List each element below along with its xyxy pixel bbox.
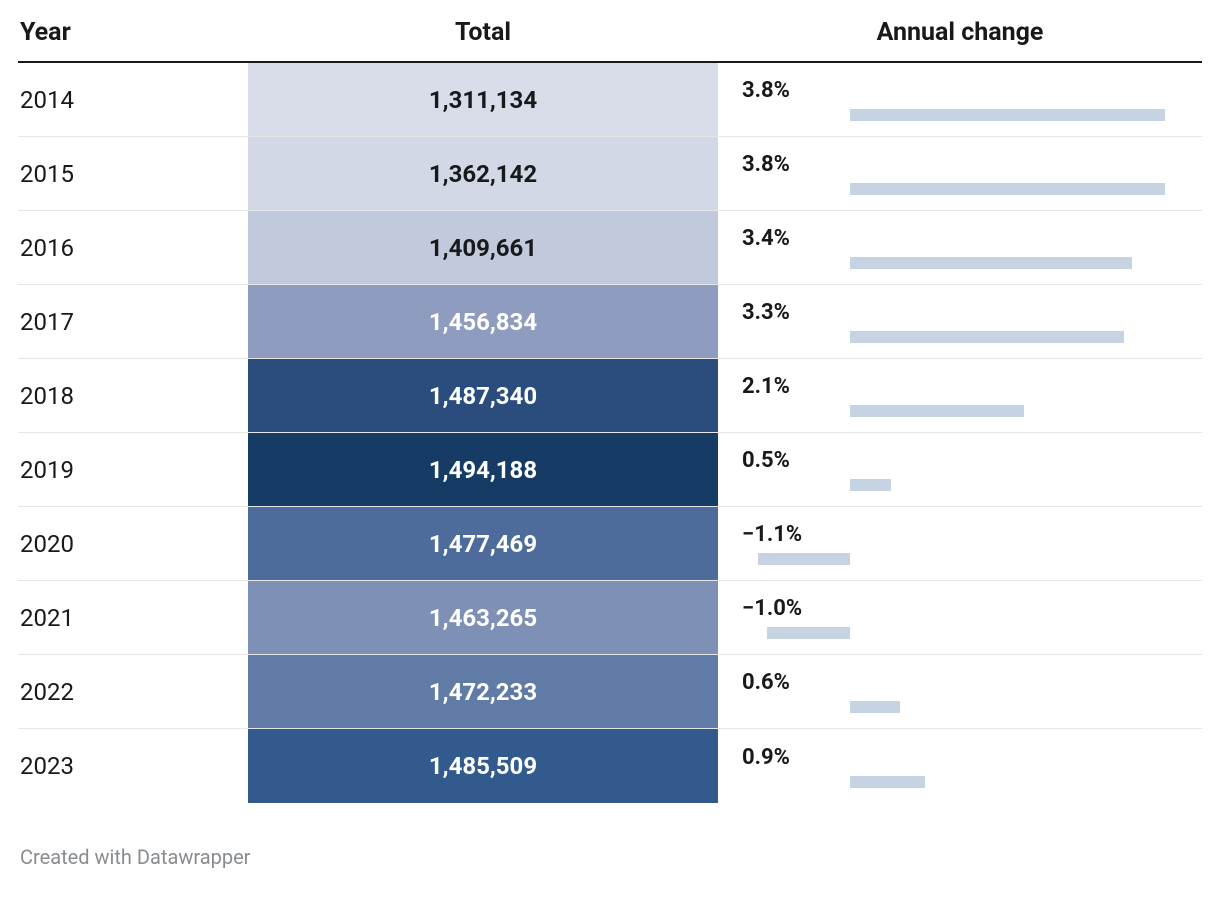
table-row: 20171,456,834 3.3% [18, 285, 1202, 359]
change-label: −1.0% [742, 596, 1202, 621]
cell-total: 1,409,661 [248, 211, 718, 284]
cell-total: 1,362,142 [248, 137, 718, 210]
table-row: 20141,311,134 3.8% [18, 63, 1202, 137]
table-row: 20181,487,340 2.1% [18, 359, 1202, 433]
table-row: 20191,494,188 0.5% [18, 433, 1202, 507]
data-table: Year Total Annual change 20141,311,134 3.… [18, 18, 1202, 803]
cell-year: 2017 [18, 285, 248, 358]
cell-annual-change: 3.3% [718, 285, 1202, 358]
cell-annual-change: 3.8% [718, 63, 1202, 136]
cell-year: 2020 [18, 507, 248, 580]
change-bar-track [742, 331, 1182, 343]
cell-annual-change: 0.9% [718, 729, 1202, 803]
change-bar-track [742, 553, 1182, 565]
change-label: 0.9% [742, 745, 1202, 770]
change-bar-fill [850, 257, 1132, 269]
table-header-row: Year Total Annual change [18, 18, 1202, 63]
change-bar-fill [850, 183, 1165, 195]
cell-annual-change: 2.1% [718, 359, 1202, 432]
attribution-footer: Created with Datawrapper [18, 845, 1202, 869]
cell-total: 1,311,134 [248, 63, 718, 136]
table-row: 20221,472,233 0.6% [18, 655, 1202, 729]
cell-total: 1,463,265 [248, 581, 718, 654]
change-bar-track [742, 776, 1182, 788]
change-label: 2.1% [742, 374, 1202, 399]
cell-total: 1,477,469 [248, 507, 718, 580]
cell-year: 2023 [18, 729, 248, 803]
change-bar-fill [850, 776, 925, 788]
change-bar-fill [758, 553, 849, 565]
cell-total: 1,494,188 [248, 433, 718, 506]
change-bar-fill [767, 627, 850, 639]
change-label: 3.4% [742, 226, 1202, 251]
cell-annual-change: −1.1% [718, 507, 1202, 580]
change-bar-track [742, 257, 1182, 269]
cell-total: 1,487,340 [248, 359, 718, 432]
col-header-change[interactable]: Annual change [718, 18, 1202, 47]
change-label: 3.8% [742, 152, 1202, 177]
change-label: 0.5% [742, 448, 1202, 473]
cell-year: 2015 [18, 137, 248, 210]
table-row: 20201,477,469 −1.1% [18, 507, 1202, 581]
table-row: 20231,485,509 0.9% [18, 729, 1202, 803]
table-row: 20211,463,265 −1.0% [18, 581, 1202, 655]
cell-year: 2019 [18, 433, 248, 506]
change-bar-track [742, 405, 1182, 417]
cell-total: 1,472,233 [248, 655, 718, 728]
change-bar-track [742, 479, 1182, 491]
cell-annual-change: 3.8% [718, 137, 1202, 210]
change-bar-track [742, 109, 1182, 121]
change-bar-track [742, 183, 1182, 195]
change-bar-fill [850, 701, 900, 713]
cell-annual-change: 0.5% [718, 433, 1202, 506]
cell-year: 2022 [18, 655, 248, 728]
change-label: 0.6% [742, 670, 1202, 695]
cell-annual-change: 0.6% [718, 655, 1202, 728]
table-row: 20161,409,661 3.4% [18, 211, 1202, 285]
change-bar-fill [850, 331, 1124, 343]
cell-total: 1,485,509 [248, 729, 718, 803]
change-bar-track [742, 701, 1182, 713]
cell-year: 2021 [18, 581, 248, 654]
change-bar-track [742, 627, 1182, 639]
col-header-total[interactable]: Total [248, 18, 718, 47]
col-header-year[interactable]: Year [18, 18, 248, 47]
cell-annual-change: −1.0% [718, 581, 1202, 654]
cell-year: 2018 [18, 359, 248, 432]
cell-year: 2014 [18, 63, 248, 136]
cell-total: 1,456,834 [248, 285, 718, 358]
change-label: 3.8% [742, 78, 1202, 103]
cell-year: 2016 [18, 211, 248, 284]
table-body: 20141,311,1343.8%20151,362,1423.8%20161,… [18, 63, 1202, 803]
change-bar-fill [850, 405, 1024, 417]
table-row: 20151,362,142 3.8% [18, 137, 1202, 211]
change-bar-fill [850, 109, 1165, 121]
change-label: −1.1% [742, 522, 1202, 547]
change-label: 3.3% [742, 300, 1202, 325]
cell-annual-change: 3.4% [718, 211, 1202, 284]
change-bar-fill [850, 479, 892, 491]
